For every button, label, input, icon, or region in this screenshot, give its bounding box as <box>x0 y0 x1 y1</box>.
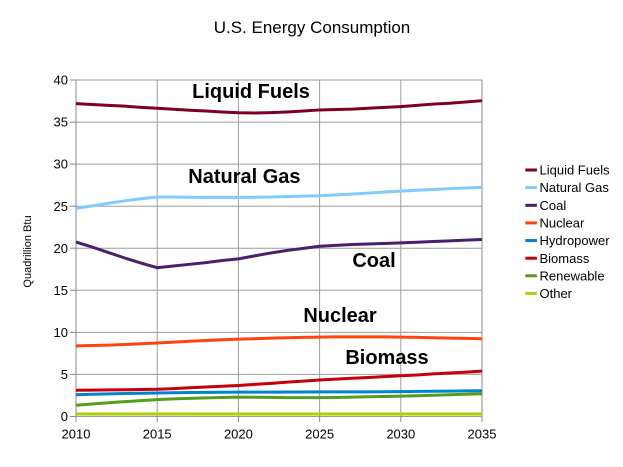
svg-text:30: 30 <box>54 157 68 172</box>
svg-text:15: 15 <box>54 283 68 298</box>
svg-text:Nuclear: Nuclear <box>540 216 585 231</box>
svg-text:2010: 2010 <box>62 427 91 442</box>
svg-text:Quadrillion Btu: Quadrillion Btu <box>22 215 34 287</box>
svg-text:Natural Gas: Natural Gas <box>188 166 300 188</box>
svg-text:0: 0 <box>61 409 68 424</box>
svg-text:10: 10 <box>54 325 68 340</box>
svg-text:2030: 2030 <box>386 427 415 442</box>
svg-text:Other: Other <box>540 286 573 301</box>
svg-text:25: 25 <box>54 199 68 214</box>
svg-text:5: 5 <box>61 367 68 382</box>
svg-text:2015: 2015 <box>143 427 172 442</box>
svg-text:20: 20 <box>54 241 68 256</box>
svg-text:Hydropower: Hydropower <box>540 233 611 248</box>
svg-text:Nuclear: Nuclear <box>303 305 377 327</box>
svg-text:Renewable: Renewable <box>540 268 605 283</box>
svg-text:Coal: Coal <box>352 250 395 272</box>
svg-text:Liquid Fuels: Liquid Fuels <box>192 81 310 103</box>
svg-text:2035: 2035 <box>468 427 497 442</box>
svg-text:Coal: Coal <box>540 198 567 213</box>
svg-text:Biomass: Biomass <box>345 347 428 369</box>
svg-text:Liquid Fuels: Liquid Fuels <box>540 163 611 178</box>
svg-text:2025: 2025 <box>305 427 334 442</box>
svg-text:40: 40 <box>54 73 68 88</box>
svg-text:U.S. Energy Consumption: U.S. Energy Consumption <box>214 18 411 37</box>
svg-text:Natural Gas: Natural Gas <box>540 180 610 195</box>
svg-text:2020: 2020 <box>224 427 253 442</box>
svg-text:35: 35 <box>54 115 68 130</box>
svg-text:Biomass: Biomass <box>540 251 590 266</box>
